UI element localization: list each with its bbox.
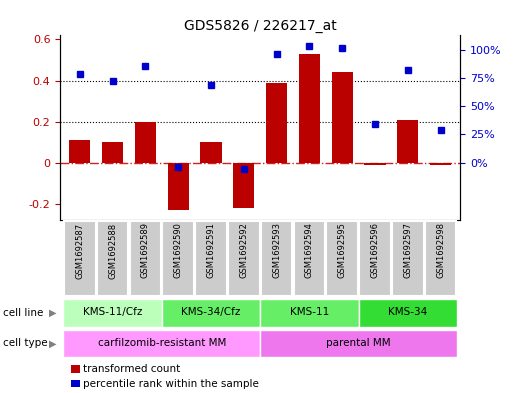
FancyBboxPatch shape bbox=[228, 221, 259, 296]
FancyBboxPatch shape bbox=[326, 221, 358, 296]
Text: ▶: ▶ bbox=[49, 338, 56, 349]
Bar bbox=[365, 163, 385, 165]
Text: GSM1692595: GSM1692595 bbox=[338, 222, 347, 278]
Bar bbox=[266, 83, 287, 163]
Text: ▶: ▶ bbox=[49, 308, 56, 318]
FancyBboxPatch shape bbox=[293, 221, 325, 296]
FancyBboxPatch shape bbox=[195, 221, 227, 296]
Text: GSM1692593: GSM1692593 bbox=[272, 222, 281, 278]
Text: GSM1692592: GSM1692592 bbox=[240, 222, 248, 278]
Text: KMS-11/Cfz: KMS-11/Cfz bbox=[83, 307, 142, 317]
Bar bbox=[397, 119, 418, 163]
Text: KMS-34/Cfz: KMS-34/Cfz bbox=[181, 307, 241, 317]
Title: GDS5826 / 226217_at: GDS5826 / 226217_at bbox=[184, 19, 337, 33]
Text: carfilzomib-resistant MM: carfilzomib-resistant MM bbox=[98, 338, 226, 348]
Bar bbox=[233, 163, 255, 208]
FancyBboxPatch shape bbox=[392, 221, 424, 296]
Text: GSM1692598: GSM1692598 bbox=[436, 222, 445, 278]
FancyBboxPatch shape bbox=[97, 221, 128, 296]
FancyBboxPatch shape bbox=[63, 330, 260, 357]
Text: cell line: cell line bbox=[3, 308, 43, 318]
Text: KMS-34: KMS-34 bbox=[388, 307, 427, 317]
FancyBboxPatch shape bbox=[163, 221, 194, 296]
Text: GSM1692594: GSM1692594 bbox=[305, 222, 314, 278]
FancyBboxPatch shape bbox=[130, 221, 161, 296]
FancyBboxPatch shape bbox=[162, 299, 260, 327]
Text: GSM1692587: GSM1692587 bbox=[75, 222, 84, 279]
FancyBboxPatch shape bbox=[359, 221, 391, 296]
Text: GSM1692590: GSM1692590 bbox=[174, 222, 183, 278]
Text: GSM1692591: GSM1692591 bbox=[207, 222, 215, 278]
FancyBboxPatch shape bbox=[261, 221, 292, 296]
Text: percentile rank within the sample: percentile rank within the sample bbox=[83, 378, 259, 389]
Bar bbox=[299, 54, 320, 163]
Text: transformed count: transformed count bbox=[83, 364, 180, 374]
Bar bbox=[102, 142, 123, 163]
FancyBboxPatch shape bbox=[63, 299, 162, 327]
Text: GSM1692589: GSM1692589 bbox=[141, 222, 150, 278]
FancyBboxPatch shape bbox=[425, 221, 456, 296]
Bar bbox=[69, 140, 90, 163]
Text: parental MM: parental MM bbox=[326, 338, 391, 348]
FancyBboxPatch shape bbox=[359, 299, 457, 327]
Bar bbox=[332, 72, 353, 163]
FancyBboxPatch shape bbox=[260, 299, 359, 327]
Bar bbox=[167, 163, 189, 210]
Bar bbox=[430, 163, 451, 165]
Text: GSM1692596: GSM1692596 bbox=[370, 222, 380, 278]
FancyBboxPatch shape bbox=[260, 330, 457, 357]
Text: GSM1692597: GSM1692597 bbox=[403, 222, 412, 278]
Text: cell type: cell type bbox=[3, 338, 47, 349]
Bar bbox=[200, 142, 222, 163]
Text: KMS-11: KMS-11 bbox=[290, 307, 329, 317]
Text: GSM1692588: GSM1692588 bbox=[108, 222, 117, 279]
FancyBboxPatch shape bbox=[64, 221, 96, 296]
Bar bbox=[135, 121, 156, 163]
